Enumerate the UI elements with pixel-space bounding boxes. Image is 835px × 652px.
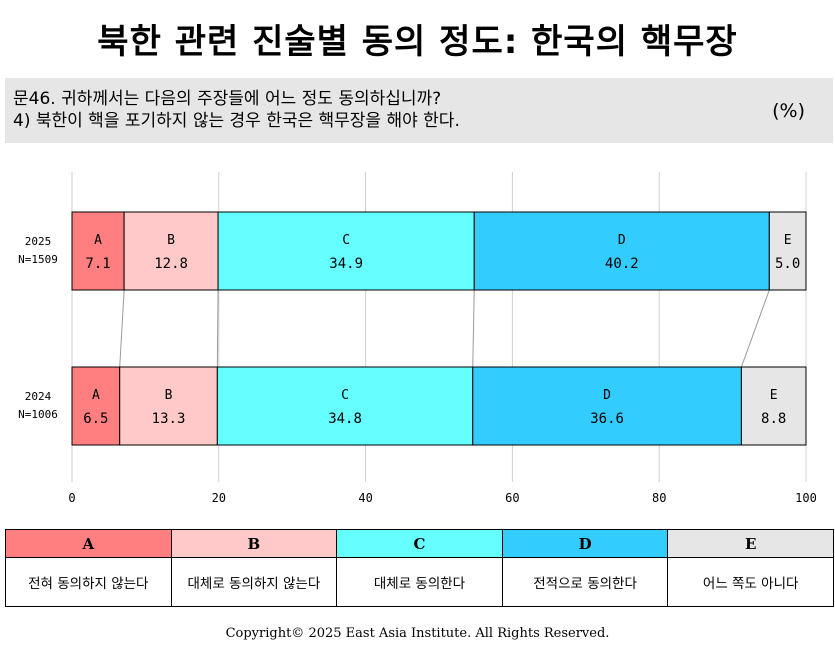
connector-line [216,289,219,368]
segment-key-label: C [341,388,349,403]
segment-key-label: B [165,388,173,403]
x-tick-label: 60 [505,491,519,505]
unit-label: (%) [772,100,805,122]
data-label: 13.3 [152,411,186,427]
legend-table: A B C D E 전혀 동의하지 않는다 대체로 동의하지 않는다 대체로 동… [5,529,834,607]
question-line-1: 문46. 귀하께서는 다음의 주장들에 어느 정도 동의하십니까? [13,89,442,109]
legend-key-d: D [501,529,669,558]
legend-label-d: 전적으로 동의한다 [501,557,669,607]
data-label: 40.2 [605,256,639,272]
data-label: 12.8 [154,256,188,272]
segment-key-label: C [342,233,350,248]
category-label: 2025 [25,235,52,248]
data-label: 8.8 [761,411,786,427]
x-tick-label: 20 [212,491,226,505]
category-label: 2024 [25,390,52,403]
legend-key-c: C [336,529,503,558]
question-line-2: 4) 북한이 핵을 포기하지 않는 경우 한국은 핵무장을 해야 한다. [13,111,460,131]
data-label: 36.6 [590,411,624,427]
copyright-text: Copyright© 2025 East Asia Institute. All… [225,626,610,641]
segment-key-label: D [603,388,611,403]
legend-label-a: 전혀 동의하지 않는다 [5,557,172,607]
connector-line [119,289,125,368]
bar-segment [71,211,125,291]
category-sample-size: N=1006 [18,408,58,421]
data-label: 5.0 [775,256,800,272]
connector-line [472,289,475,368]
segment-key-label: B [167,233,175,248]
question-box: 문46. 귀하께서는 다음의 주장들에 어느 정도 동의하십니까? 4) 북한이… [5,78,833,143]
category-sample-size: N=1509 [18,253,58,266]
legend-label-b: 대체로 동의하지 않는다 [170,557,338,607]
bar-segment [473,211,770,291]
bar-segment [216,366,474,446]
chart-title: 북한 관련 진술별 동의 정도: 한국의 핵무장 [97,22,738,62]
legend-label-e: 어느 쪽도 아니다 [667,557,834,607]
legend-label-c: 대체로 동의한다 [336,557,503,607]
legend-key-b: B [170,529,338,558]
stacked-bar-chart: 0 20 40 60 80 100 A 7.1 B 12.8 C 34.9 D 40.2 E 5.0 2025 N… [18,172,817,505]
legend-key-e: E [667,529,834,558]
data-label: 7.1 [85,256,110,272]
bar-segment [472,366,742,446]
x-tick-label: 100 [795,491,817,505]
x-tick-label: 40 [358,491,372,505]
legend-label-row: 전혀 동의하지 않는다 대체로 동의하지 않는다 대체로 동의한다 전적으로 동… [5,557,834,607]
bar-segment [119,366,218,446]
segment-key-label: A [92,388,100,403]
data-label: 34.9 [329,256,363,272]
data-label: 6.5 [83,411,108,427]
legend-key-a: A [5,529,172,558]
bar-segment [71,366,121,446]
segment-key-label: E [784,233,792,248]
segment-key-label: D [618,233,626,248]
bar-segment [768,211,807,291]
segment-key-label: A [94,233,102,248]
legend-key-row: A B C D E [5,529,834,558]
connector-line [740,289,770,368]
segment-key-label: E [770,388,778,403]
bar-segment [740,366,807,446]
x-tick-label: 80 [652,491,666,505]
bar-segment [123,211,219,291]
bar-segment [217,211,475,291]
x-tick-label: 0 [68,491,75,505]
data-label: 34.8 [328,411,362,427]
